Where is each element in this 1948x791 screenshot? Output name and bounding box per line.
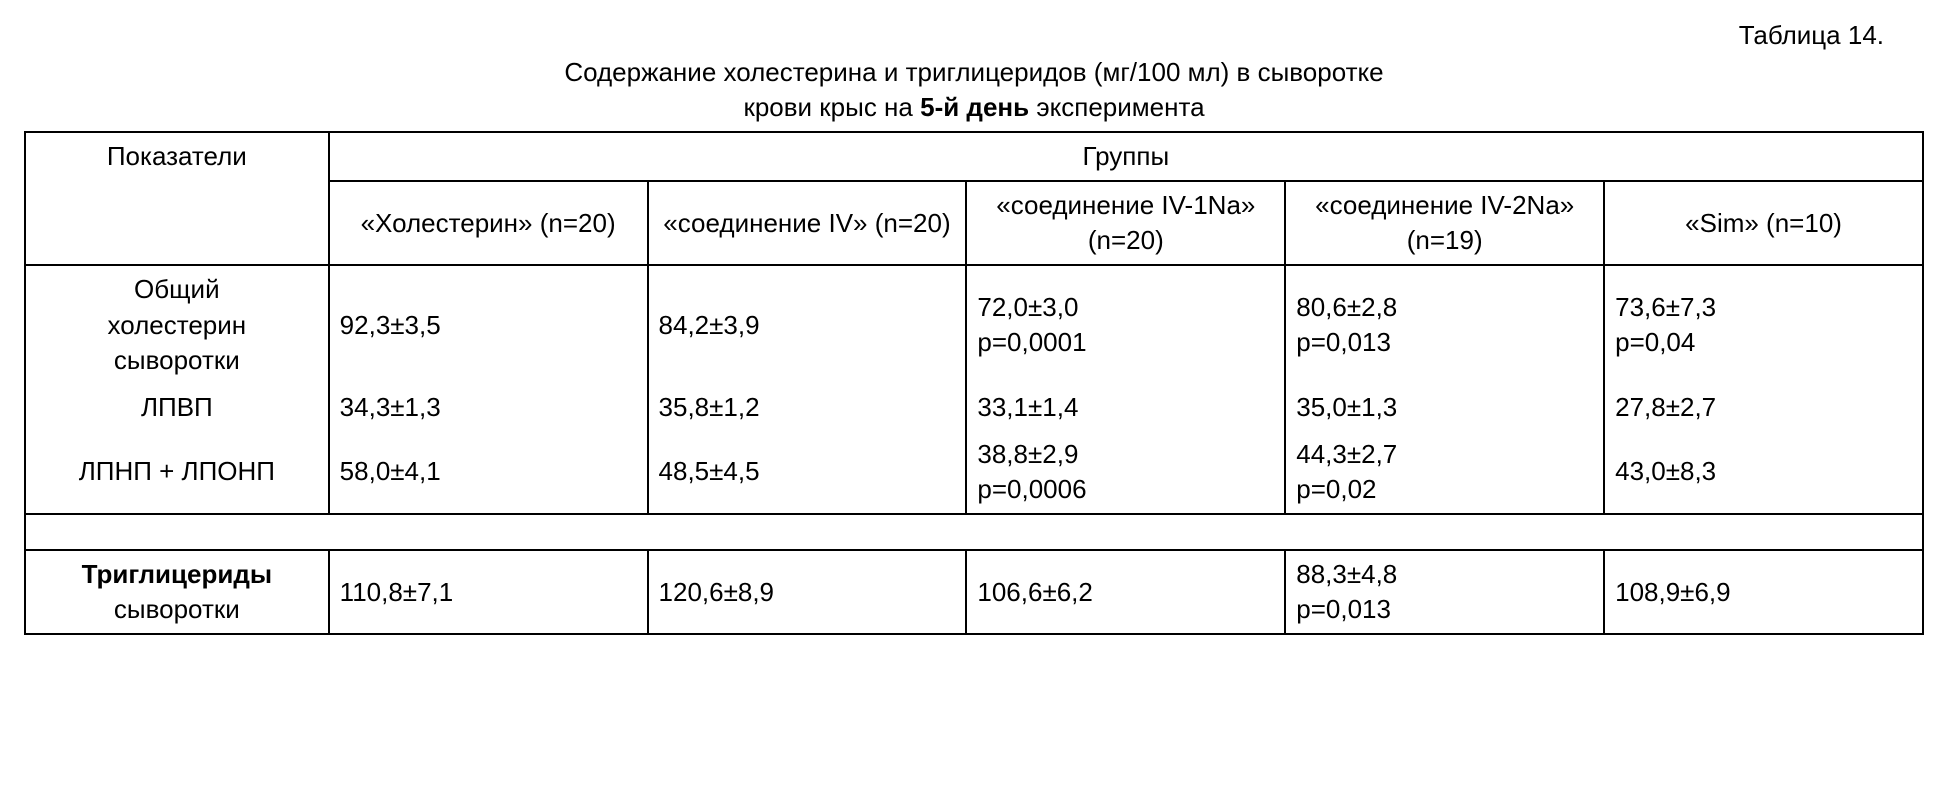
cell-trig-g3: 106,6±6,2 — [966, 550, 1285, 634]
cell-hdl-g4: 35,0±1,3 — [1285, 384, 1604, 431]
data-table: Показатели Группы «Холестерин» (n=20) «с… — [24, 131, 1924, 635]
header-row-1: Показатели Группы — [25, 132, 1923, 181]
cell-trig-g4-l1: 88,3±4,8 — [1296, 559, 1397, 589]
cell-total-chol-g4: 80,6±2,8 p=0,013 — [1285, 265, 1604, 383]
label-hdl: ЛПВП — [25, 384, 329, 431]
cell-total-chol-g5: 73,6±7,3 p=0,04 — [1604, 265, 1923, 383]
label-total-chol-l2: холестерин — [108, 310, 247, 340]
cell-ldl-g4-l1: 44,3±2,7 — [1296, 439, 1397, 469]
header-groups: Группы — [329, 132, 1923, 181]
header-g2: «соединение IV» (n=20) — [648, 181, 967, 265]
cell-hdl-g2: 35,8±1,2 — [648, 384, 967, 431]
header-g1: «Холестерин» (n=20) — [329, 181, 648, 265]
cell-trig-g2: 120,6±8,9 — [648, 550, 967, 634]
cell-trig-g1: 110,8±7,1 — [329, 550, 648, 634]
table-caption: Содержание холестерина и триглицеридов (… — [24, 55, 1924, 125]
cell-total-chol-g3-l2: p=0,0001 — [977, 327, 1086, 357]
label-total-chol-l1: Общий — [134, 274, 220, 304]
row-hdl: ЛПВП 34,3±1,3 35,8±1,2 33,1±1,4 35,0±1,3… — [25, 384, 1923, 431]
cell-ldl-g3-l2: p=0,0006 — [977, 474, 1086, 504]
row-total-cholesterol: Общий холестерин сыворотки 92,3±3,5 84,2… — [25, 265, 1923, 383]
label-ldl-vldl: ЛПНП + ЛПОНП — [25, 431, 329, 514]
label-trig-l2: сыворотки — [114, 594, 240, 624]
cell-total-chol-g5-l2: p=0,04 — [1615, 327, 1695, 357]
cell-total-chol-g3-l1: 72,0±3,0 — [977, 292, 1078, 322]
row-triglycerides: Триглицериды сыворотки 110,8±7,1 120,6±8… — [25, 550, 1923, 634]
cell-ldl-g3: 38,8±2,9 p=0,0006 — [966, 431, 1285, 514]
caption-line-2-prefix: крови крыс на — [743, 92, 920, 122]
cell-ldl-g2: 48,5±4,5 — [648, 431, 967, 514]
cell-hdl-g1: 34,3±1,3 — [329, 384, 648, 431]
cell-total-chol-g2: 84,2±3,9 — [648, 265, 967, 383]
cell-trig-g5: 108,9±6,9 — [1604, 550, 1923, 634]
label-trig-bold: Триглицериды — [82, 559, 272, 589]
label-total-cholesterol: Общий холестерин сыворотки — [25, 265, 329, 383]
spacer-row — [25, 514, 1923, 550]
table-number: Таблица 14. — [24, 20, 1924, 51]
row-ldl-vldl: ЛПНП + ЛПОНП 58,0±4,1 48,5±4,5 38,8±2,9 … — [25, 431, 1923, 514]
cell-trig-g4-l2: p=0,013 — [1296, 594, 1391, 624]
header-indicators: Показатели — [25, 132, 329, 265]
cell-hdl-g5: 27,8±2,7 — [1604, 384, 1923, 431]
label-total-chol-l3: сыворотки — [114, 345, 240, 375]
cell-ldl-g3-l1: 38,8±2,9 — [977, 439, 1078, 469]
header-g5: «Sim» (n=10) — [1604, 181, 1923, 265]
cell-trig-g4: 88,3±4,8 p=0,013 — [1285, 550, 1604, 634]
caption-line-1: Содержание холестерина и триглицеридов (… — [564, 57, 1383, 87]
cell-total-chol-g1: 92,3±3,5 — [329, 265, 648, 383]
caption-line-2-bold: 5-й день — [920, 92, 1029, 122]
header-g3: «соединение IV-1Na» (n=20) — [966, 181, 1285, 265]
cell-total-chol-g4-l1: 80,6±2,8 — [1296, 292, 1397, 322]
cell-total-chol-g5-l1: 73,6±7,3 — [1615, 292, 1716, 322]
cell-ldl-g4: 44,3±2,7 p=0,02 — [1285, 431, 1604, 514]
header-g4: «соединение IV-2Na» (n=19) — [1285, 181, 1604, 265]
cell-hdl-g3: 33,1±1,4 — [966, 384, 1285, 431]
label-triglycerides: Триглицериды сыворотки — [25, 550, 329, 634]
cell-ldl-g4-l2: p=0,02 — [1296, 474, 1376, 504]
cell-total-chol-g4-l2: p=0,013 — [1296, 327, 1391, 357]
cell-total-chol-g3: 72,0±3,0 p=0,0001 — [966, 265, 1285, 383]
cell-ldl-g1: 58,0±4,1 — [329, 431, 648, 514]
cell-ldl-g5: 43,0±8,3 — [1604, 431, 1923, 514]
caption-line-2-suffix: эксперимента — [1029, 92, 1204, 122]
